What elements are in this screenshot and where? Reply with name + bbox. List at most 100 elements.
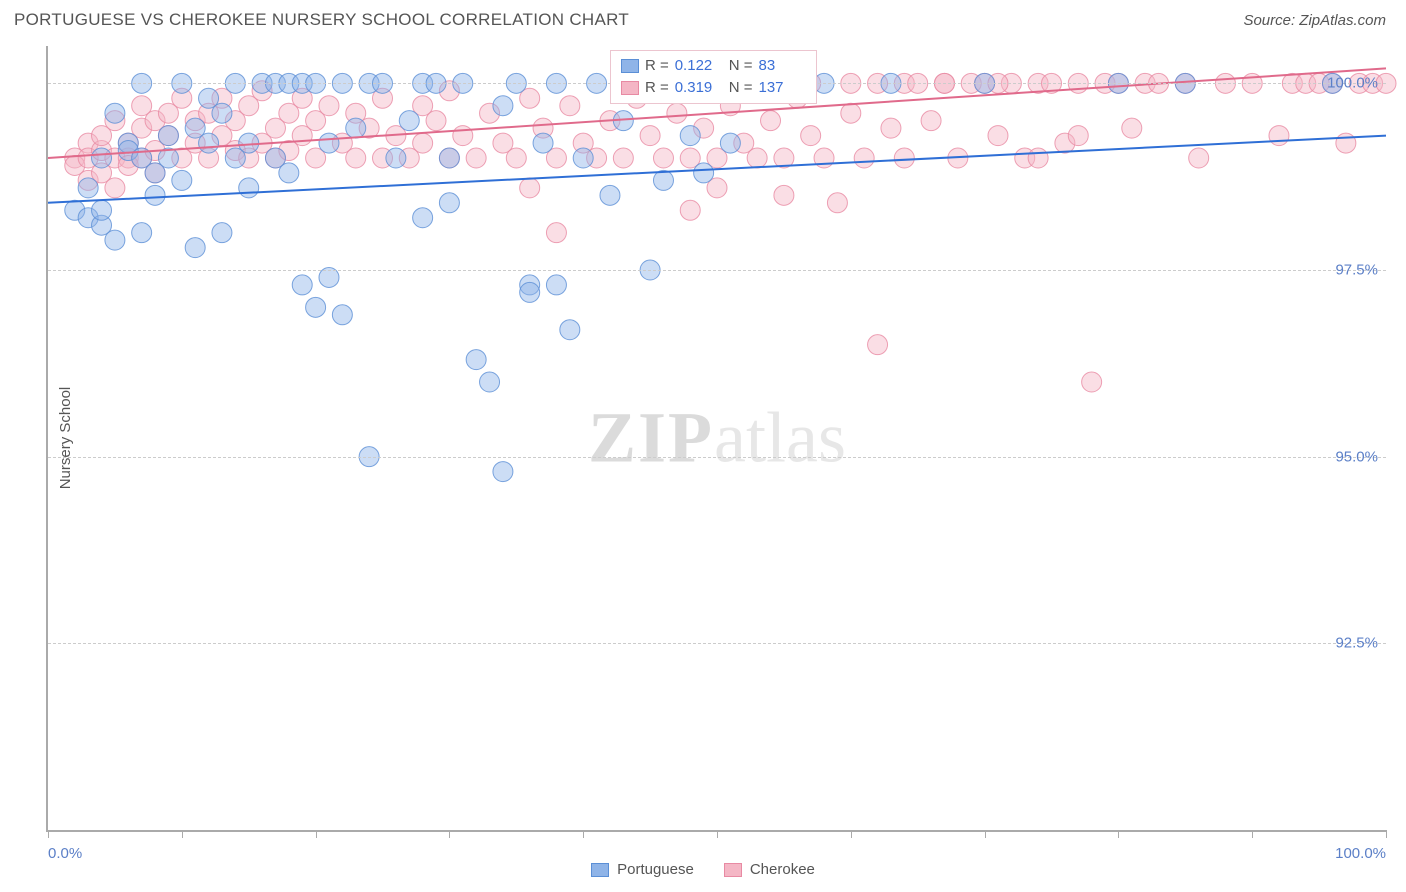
n-value-cherokee: 137	[758, 77, 806, 99]
legend-label-cherokee: Cherokee	[750, 861, 815, 878]
x-tick	[1118, 830, 1119, 838]
data-point	[239, 178, 259, 198]
data-point	[1189, 148, 1209, 168]
data-point	[145, 185, 165, 205]
r-value-cherokee: 0.319	[675, 77, 723, 99]
data-point	[868, 335, 888, 355]
data-point	[346, 118, 366, 138]
data-point	[1269, 126, 1289, 146]
data-point	[199, 133, 219, 153]
data-point	[493, 96, 513, 116]
data-point	[92, 200, 112, 220]
data-point	[413, 208, 433, 228]
data-point	[212, 223, 232, 243]
data-point	[653, 170, 673, 190]
data-point	[105, 178, 125, 198]
n-value-portuguese: 83	[758, 55, 806, 77]
x-tick	[182, 830, 183, 838]
x-axis-min-label: 0.0%	[48, 845, 82, 862]
data-point	[680, 126, 700, 146]
data-point	[78, 178, 98, 198]
data-point	[426, 111, 446, 131]
stats-legend-box: R = 0.122 N = 83 R = 0.319 N = 137	[610, 50, 818, 104]
data-point	[854, 148, 874, 168]
x-tick	[1252, 830, 1253, 838]
data-point	[239, 133, 259, 153]
data-point	[92, 148, 112, 168]
gridline	[48, 643, 1386, 644]
data-point	[346, 148, 366, 168]
data-point	[653, 148, 673, 168]
x-tick	[449, 830, 450, 838]
n-label: N =	[729, 77, 753, 99]
x-tick	[1386, 830, 1387, 838]
data-point	[667, 103, 687, 123]
swatch-portuguese	[591, 863, 609, 877]
bottom-legend: Portuguese Cherokee	[0, 861, 1406, 878]
x-tick	[717, 830, 718, 838]
data-point	[694, 163, 714, 183]
r-label: R =	[645, 77, 669, 99]
data-point	[506, 148, 526, 168]
data-point	[399, 111, 419, 131]
data-point	[520, 178, 540, 198]
swatch-cherokee	[724, 863, 742, 877]
data-point	[439, 148, 459, 168]
n-label: N =	[729, 55, 753, 77]
stats-row-cherokee: R = 0.319 N = 137	[621, 77, 807, 99]
data-point	[439, 193, 459, 213]
data-point	[279, 163, 299, 183]
data-point	[560, 96, 580, 116]
data-point	[747, 148, 767, 168]
y-tick-label: 92.5%	[1335, 635, 1378, 652]
chart-plot-area: Nursery School ZIPatlas 92.5%95.0%97.5%1…	[46, 46, 1386, 832]
swatch-portuguese	[621, 59, 639, 73]
x-tick	[48, 830, 49, 838]
gridline	[48, 270, 1386, 271]
data-point	[640, 126, 660, 146]
legend-item-portuguese: Portuguese	[591, 861, 694, 878]
data-point	[841, 103, 861, 123]
data-point	[1122, 118, 1142, 138]
legend-label-portuguese: Portuguese	[617, 861, 694, 878]
x-tick	[851, 830, 852, 838]
data-point	[105, 230, 125, 250]
data-point	[319, 96, 339, 116]
data-point	[480, 372, 500, 392]
data-point	[801, 126, 821, 146]
data-point	[306, 297, 326, 317]
swatch-cherokee	[621, 81, 639, 95]
data-point	[466, 350, 486, 370]
x-tick	[985, 830, 986, 838]
data-point	[292, 275, 312, 295]
data-point	[573, 148, 593, 168]
data-point	[761, 111, 781, 131]
data-point	[720, 133, 740, 153]
r-value-portuguese: 0.122	[675, 55, 723, 77]
data-point	[774, 185, 794, 205]
data-point	[1336, 133, 1356, 153]
data-point	[332, 305, 352, 325]
source-label: Source: ZipAtlas.com	[1243, 12, 1386, 29]
data-point	[921, 111, 941, 131]
data-point	[1028, 148, 1048, 168]
x-axis-max-label: 100.0%	[1335, 845, 1386, 862]
data-point	[493, 462, 513, 482]
data-point	[413, 133, 433, 153]
data-point	[827, 193, 847, 213]
legend-item-cherokee: Cherokee	[724, 861, 815, 878]
stats-row-portuguese: R = 0.122 N = 83	[621, 55, 807, 77]
data-point	[1082, 372, 1102, 392]
data-point	[105, 103, 125, 123]
data-point	[466, 148, 486, 168]
data-point	[319, 133, 339, 153]
data-point	[560, 320, 580, 340]
data-point	[988, 126, 1008, 146]
x-tick	[316, 830, 317, 838]
data-point	[172, 170, 192, 190]
x-tick	[583, 830, 584, 838]
data-point	[546, 223, 566, 243]
scatter-svg	[48, 46, 1386, 830]
y-tick-label: 100.0%	[1327, 75, 1378, 92]
data-point	[453, 126, 473, 146]
